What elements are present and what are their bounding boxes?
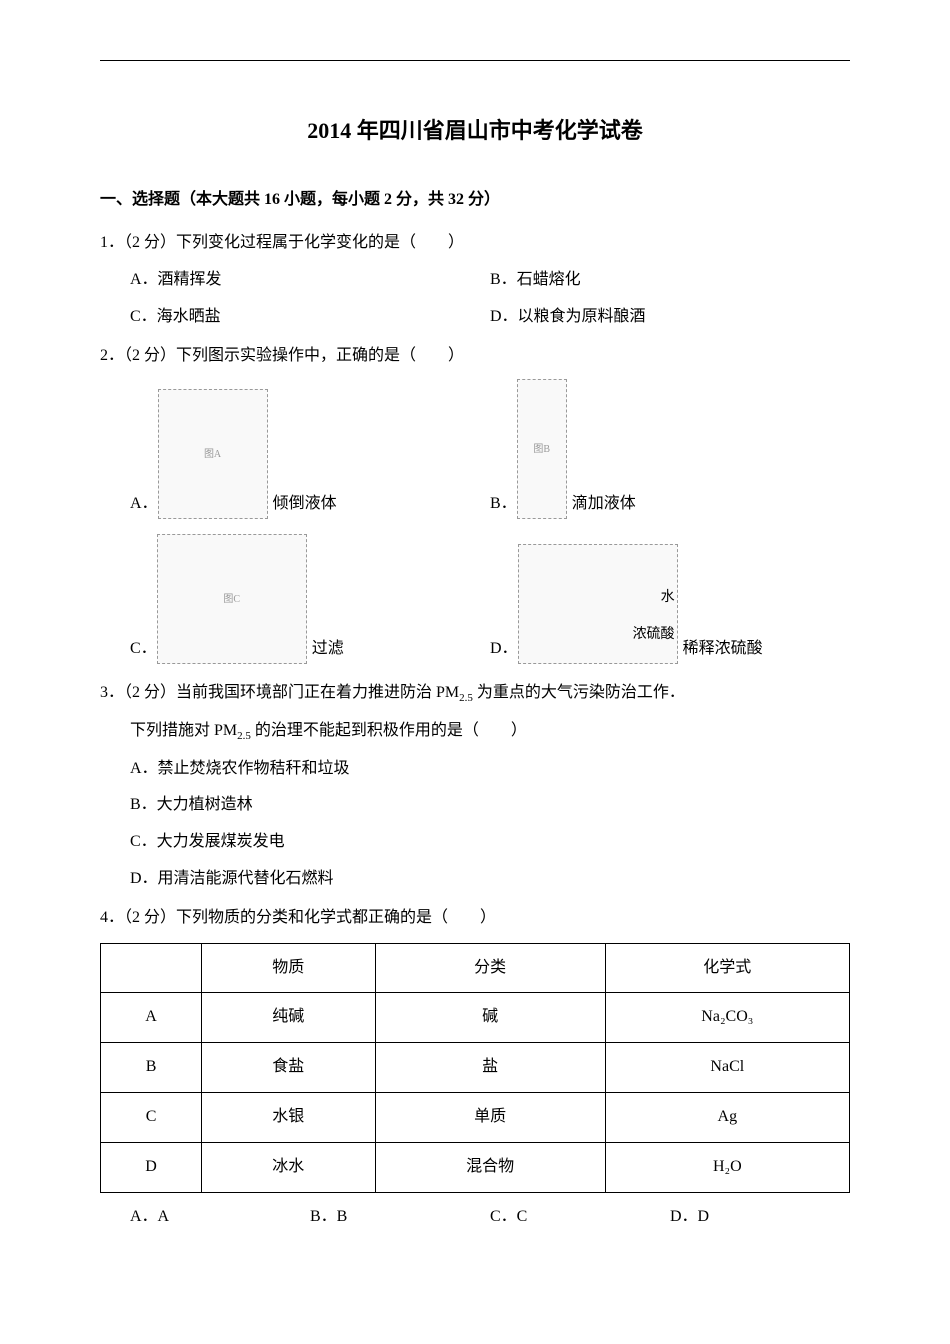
cell: Ag (605, 1092, 849, 1142)
q4-text: 4．（2 分）下列物质的分类和化学式都正确的是（ ） (100, 904, 850, 933)
q1-opt-a: A．酒精挥发 (130, 266, 490, 295)
q3-line1b: 为重点的大气污染防治工作． (473, 684, 685, 701)
q3-line1: 3．（2 分）当前我国环境部门正在着力推进防治 PM2.5 为重点的大气污染防治… (100, 679, 850, 709)
cell: B (101, 1043, 202, 1093)
q4-opt-c: C．C (490, 1203, 670, 1232)
question-4: 4．（2 分）下列物质的分类和化学式都正确的是（ ） 物质 分类 化学式 A 纯… (100, 904, 850, 1232)
question-3: 3．（2 分）当前我国环境部门正在着力推进防治 PM2.5 为重点的大气污染防治… (100, 679, 850, 894)
q2-imgd-acid: 浓硫酸 (633, 622, 675, 647)
q3-line2a: 下列措施对 PM (130, 722, 237, 739)
th-blank (101, 943, 202, 993)
cell: 盐 (375, 1043, 605, 1093)
cell: NaCl (605, 1043, 849, 1093)
cell: 纯碱 (202, 993, 375, 1043)
q2-label-d: D． (490, 635, 518, 664)
table-header-row: 物质 分类 化学式 (101, 943, 850, 993)
cell: 冰水 (202, 1142, 375, 1192)
cell: Na₂CO₃ (605, 993, 849, 1043)
q1-opt-d: D．以粮食为原料酿酒 (490, 303, 850, 332)
q2-imgd-water: 水 (661, 585, 675, 610)
q4-opt-d: D．D (670, 1203, 850, 1232)
q2-text-a: 倾倒液体 (273, 490, 337, 519)
q2-image-c: 图C (157, 534, 307, 664)
q1-text: 1．（2 分）下列变化过程属于化学变化的是（ ） (100, 229, 850, 258)
th-class: 分类 (375, 943, 605, 993)
q4-opt-a: A．A (130, 1203, 310, 1232)
q2-label-b: B． (490, 490, 517, 519)
cell: C (101, 1092, 202, 1142)
q2-text-d: 稀释浓硫酸 (683, 635, 763, 664)
q3-line2: 下列措施对 PM2.5 的治理不能起到积极作用的是（ ） (130, 717, 850, 747)
exam-title: 2014 年四川省眉山市中考化学试卷 (100, 111, 850, 151)
q3-opt-a: A．禁止焚烧农作物秸秆和垃圾 (130, 755, 850, 784)
question-2: 2．（2 分）下列图示实验操作中，正确的是（ ） A． 图A 倾倒液体 B． 图… (100, 342, 850, 664)
q3-opt-d: D．用清洁能源代替化石燃料 (130, 865, 850, 894)
cell: 单质 (375, 1092, 605, 1142)
q2-image-d: 水 浓硫酸 (518, 544, 678, 664)
q2-text-c: 过滤 (312, 635, 344, 664)
q4-opt-b: B．B (310, 1203, 490, 1232)
q2-label-c: C． (130, 635, 157, 664)
q3-opt-b: B．大力植树造林 (130, 791, 850, 820)
q2-label-a: A． (130, 490, 158, 519)
q3-line2b: 的治理不能起到积极作用的是（ ） (251, 722, 527, 739)
q2-text: 2．（2 分）下列图示实验操作中，正确的是（ ） (100, 342, 850, 371)
q3-opt-c: C．大力发展煤炭发电 (130, 828, 850, 857)
table-row: A 纯碱 碱 Na₂CO₃ (101, 993, 850, 1043)
table-row: D 冰水 混合物 H₂O (101, 1142, 850, 1192)
q2-text-b: 滴加液体 (572, 490, 636, 519)
q3-sub2: 2.5 (237, 730, 251, 742)
question-1: 1．（2 分）下列变化过程属于化学变化的是（ ） A．酒精挥发 B．石蜡熔化 C… (100, 229, 850, 331)
cell: 混合物 (375, 1142, 605, 1192)
th-formula: 化学式 (605, 943, 849, 993)
q1-opt-b: B．石蜡熔化 (490, 266, 850, 295)
cell: 水银 (202, 1092, 375, 1142)
cell: H₂O (605, 1142, 849, 1192)
q3-sub1: 2.5 (459, 692, 473, 704)
cell: 碱 (375, 993, 605, 1043)
q4-table: 物质 分类 化学式 A 纯碱 碱 Na₂CO₃ B 食盐 盐 NaCl C 水银… (100, 943, 850, 1193)
table-row: C 水银 单质 Ag (101, 1092, 850, 1142)
cell: A (101, 993, 202, 1043)
table-row: B 食盐 盐 NaCl (101, 1043, 850, 1093)
cell: 食盐 (202, 1043, 375, 1093)
th-substance: 物质 (202, 943, 375, 993)
q2-image-a: 图A (158, 389, 268, 519)
section-header: 一、选择题（本大题共 16 小题，每小题 2 分，共 32 分） (100, 186, 850, 215)
q1-opt-c: C．海水晒盐 (130, 303, 490, 332)
q3-line1a: 3．（2 分）当前我国环境部门正在着力推进防治 PM (100, 684, 459, 701)
q2-image-b: 图B (517, 379, 567, 519)
cell: D (101, 1142, 202, 1192)
